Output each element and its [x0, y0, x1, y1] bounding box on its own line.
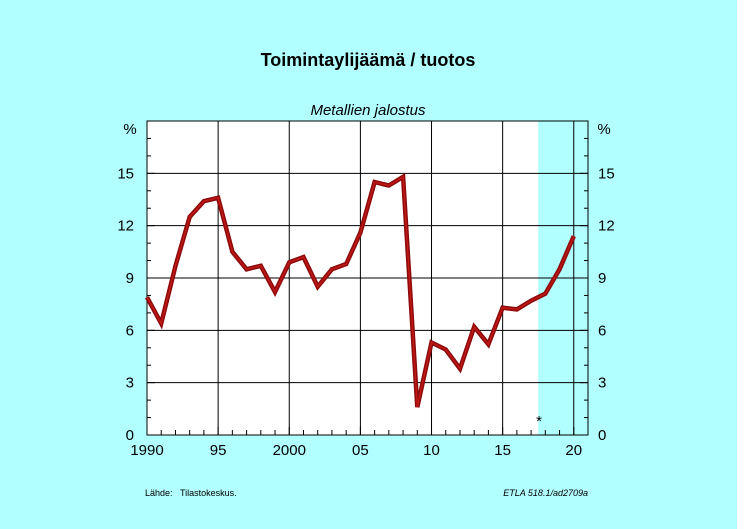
y-tick-label-right: 3 [598, 375, 606, 392]
chart-title: Toimintaylijäämä / tuotos [261, 50, 476, 70]
y-tick-label-left: 15 [117, 165, 134, 182]
forecast-marker: * [536, 413, 542, 430]
y-tick-label-right: 6 [598, 322, 606, 339]
x-tick-label: 10 [423, 442, 440, 459]
x-tick-label: 15 [494, 442, 511, 459]
source-value: Tilastokeskus. [180, 488, 237, 498]
x-tick-label: 1990 [130, 442, 163, 459]
plot-frame [146, 120, 589, 436]
x-tick-label: 05 [352, 442, 369, 459]
series-layer [145, 172, 576, 408]
grid-layer [147, 121, 588, 435]
y-tick-label-left: 0 [126, 427, 134, 444]
y-unit-left: % [123, 121, 136, 138]
y-tick-label-left: 12 [117, 218, 134, 235]
y-tick-label-left: 6 [126, 322, 134, 339]
x-tick-label: 2000 [273, 442, 306, 459]
source-label: Lähde: [145, 488, 173, 498]
y-tick-label-left: 9 [126, 270, 134, 287]
x-tick-label: 20 [565, 442, 582, 459]
chart-subtitle: Metallien jalostus [310, 102, 426, 119]
tick-label-layer: 0 0 3 3 6 6 9 9 12 12 15 15 1990 95 2000 05 10 15 20 [117, 165, 614, 459]
y-tick-label-left: 3 [126, 375, 134, 392]
y-tick-label-right: 15 [598, 165, 615, 182]
x-tick-label: 95 [210, 442, 227, 459]
reference-code: ETLA 518.1/ad2709a [503, 488, 588, 498]
y-tick-label-right: 12 [598, 218, 615, 235]
y-tick-label-right: 0 [598, 427, 606, 444]
y-unit-right: % [597, 121, 610, 138]
y-tick-label-right: 9 [598, 270, 606, 287]
